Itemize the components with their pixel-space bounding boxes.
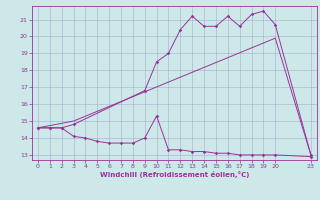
X-axis label: Windchill (Refroidissement éolien,°C): Windchill (Refroidissement éolien,°C) <box>100 171 249 178</box>
